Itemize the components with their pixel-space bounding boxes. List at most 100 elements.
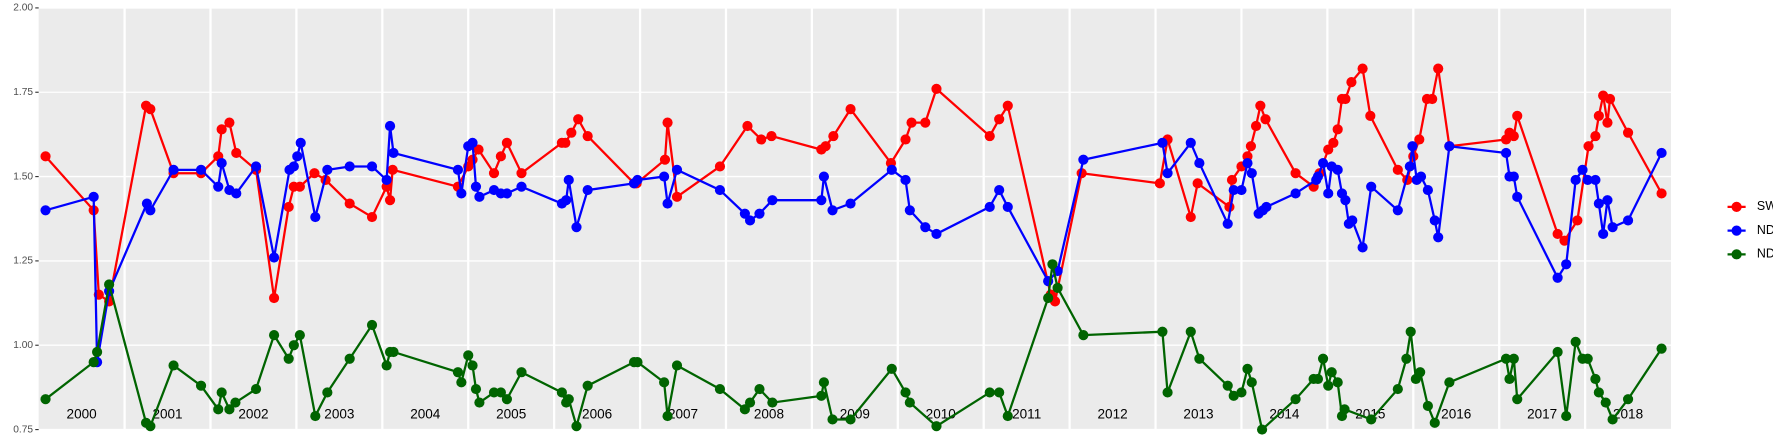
data-point	[756, 134, 767, 145]
data-point	[1422, 184, 1433, 196]
data-point	[344, 161, 355, 172]
year-label: 2004	[410, 406, 441, 421]
data-point	[1346, 77, 1357, 88]
data-point	[467, 137, 478, 148]
data-point	[845, 414, 856, 425]
data-point	[145, 205, 156, 216]
legend-key-point	[1731, 225, 1742, 236]
data-point	[900, 174, 911, 186]
data-point	[818, 377, 830, 388]
data-point	[1250, 120, 1262, 132]
data-point	[904, 205, 915, 216]
data-point	[1600, 397, 1611, 408]
data-point	[931, 228, 942, 240]
data-point	[900, 387, 911, 398]
data-point	[1414, 134, 1425, 145]
data-point	[904, 397, 915, 408]
data-point	[900, 134, 911, 145]
data-point	[931, 421, 942, 432]
data-point	[474, 397, 485, 408]
plot-background	[38, 7, 1672, 430]
data-point	[1500, 147, 1512, 159]
data-point	[573, 114, 584, 125]
data-point	[1162, 168, 1173, 179]
data-point	[659, 377, 670, 388]
data-point	[268, 330, 280, 341]
year-label: 2013	[1183, 406, 1213, 421]
legend-key-point	[1731, 201, 1742, 212]
data-point	[1162, 387, 1173, 398]
data-point	[213, 404, 224, 415]
data-point	[310, 211, 321, 223]
data-point	[827, 205, 838, 216]
data-point	[295, 137, 306, 148]
year-label: 2002	[238, 406, 268, 421]
data-point	[470, 181, 482, 192]
y-tick-label: 0.75	[13, 424, 33, 435]
data-point	[344, 198, 355, 209]
data-point	[662, 410, 673, 422]
data-point	[659, 171, 670, 182]
year-label: 2001	[152, 406, 182, 421]
data-point	[344, 353, 355, 364]
data-point	[845, 198, 856, 209]
data-point	[1590, 131, 1601, 142]
data-point	[1656, 343, 1667, 354]
data-point	[501, 188, 512, 199]
data-point	[40, 151, 51, 162]
data-point	[456, 188, 467, 199]
data-point	[1228, 184, 1239, 196]
data-point	[754, 383, 765, 395]
data-point	[984, 387, 995, 398]
data-point	[294, 330, 305, 341]
data-point	[754, 208, 765, 219]
data-point	[1656, 147, 1667, 159]
y-tick-label: 1.50	[13, 171, 33, 182]
data-point	[1261, 201, 1272, 213]
data-point	[1078, 330, 1089, 341]
data-point	[168, 360, 179, 371]
data-point	[452, 164, 464, 175]
data-point	[1047, 259, 1058, 270]
data-point	[1582, 174, 1593, 186]
legend-key-point	[1731, 249, 1742, 260]
data-point	[1392, 205, 1403, 216]
data-point	[1228, 390, 1239, 401]
data-point	[1222, 218, 1233, 229]
data-point	[571, 222, 582, 233]
data-point	[1185, 137, 1196, 148]
data-point	[931, 83, 942, 94]
data-point	[322, 164, 333, 175]
data-point	[387, 164, 398, 175]
data-point	[1561, 259, 1572, 270]
data-point	[1622, 215, 1634, 226]
data-point	[1561, 410, 1572, 422]
data-point	[516, 367, 527, 378]
data-point	[767, 195, 778, 206]
data-point	[470, 383, 482, 395]
data-point	[288, 340, 299, 351]
data-point	[322, 387, 333, 398]
data-point	[1427, 93, 1438, 105]
data-point	[742, 120, 753, 132]
data-point	[1570, 336, 1581, 347]
data-point	[1340, 195, 1351, 206]
data-point	[671, 191, 683, 202]
data-point	[231, 147, 242, 159]
data-point	[1052, 282, 1063, 293]
data-point	[463, 350, 474, 361]
data-point	[582, 380, 593, 391]
data-point	[1290, 188, 1301, 199]
data-point	[1256, 424, 1268, 435]
year-label: 2005	[496, 406, 526, 421]
data-point	[1512, 394, 1523, 405]
year-label: 2017	[1527, 406, 1557, 421]
data-point	[283, 353, 294, 364]
data-point	[886, 363, 897, 374]
data-point	[1444, 141, 1455, 152]
data-point	[1328, 137, 1339, 148]
data-point	[662, 198, 673, 209]
year-label: 2000	[67, 406, 97, 421]
data-point	[1407, 141, 1418, 152]
